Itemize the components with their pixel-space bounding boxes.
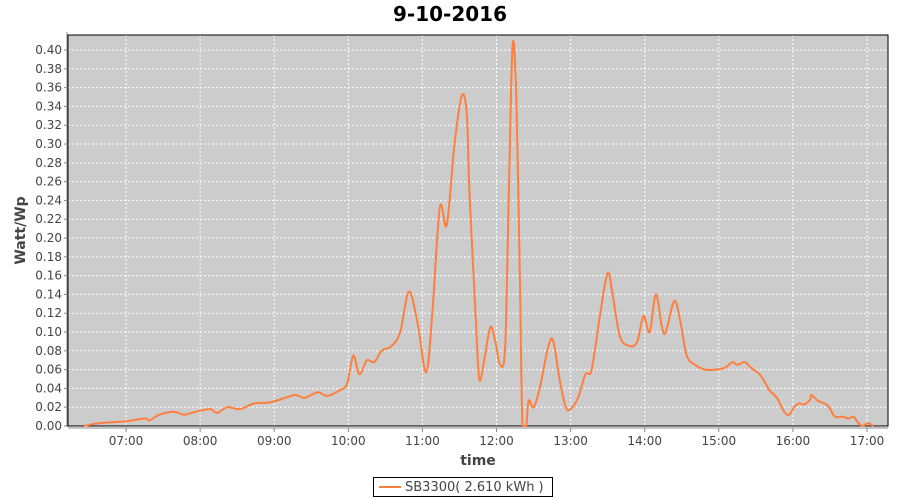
y-tick-label: 0.10 <box>35 325 62 339</box>
x-tick-label: 16:00 <box>776 434 811 448</box>
x-tick-label: 15:00 <box>702 434 737 448</box>
y-tick-label: 0.14 <box>35 287 62 301</box>
y-tick-label: 0.04 <box>35 381 62 395</box>
chart-title: 9-10-2016 <box>392 2 507 26</box>
legend: SB3300( 2.610 kWh ) <box>373 477 553 497</box>
y-tick-label: 0.40 <box>35 43 62 57</box>
y-tick-label: 0.06 <box>35 363 62 377</box>
y-tick-label: 0.36 <box>35 81 62 95</box>
x-tick-label: 17:00 <box>850 434 885 448</box>
y-tick-label: 0.08 <box>35 344 62 358</box>
y-tick-label: 0.18 <box>35 250 62 264</box>
x-tick-label: 07:00 <box>109 434 144 448</box>
x-tick-label: 09:00 <box>257 434 292 448</box>
x-tick-label: 13:00 <box>553 434 588 448</box>
y-tick-label: 0.24 <box>35 193 62 207</box>
y-tick-label: 0.30 <box>35 137 62 151</box>
legend-swatch <box>379 486 401 488</box>
x-axis-label: time <box>460 453 496 469</box>
y-tick-label: 0.22 <box>35 212 62 226</box>
x-tick-label: 12:00 <box>479 434 514 448</box>
legend-label: SB3300( 2.610 kWh ) <box>405 479 544 495</box>
x-tick-label: 10:00 <box>331 434 366 448</box>
y-tick-label: 0.28 <box>35 156 62 170</box>
y-tick-label: 0.20 <box>35 231 62 245</box>
plot-border <box>67 34 889 427</box>
y-tick-label: 0.00 <box>35 419 62 433</box>
y-tick-label: 0.16 <box>35 269 62 283</box>
y-tick-label: 0.12 <box>35 306 62 320</box>
y-tick-label: 0.02 <box>35 400 62 414</box>
y-tick-label: 0.32 <box>35 118 62 132</box>
y-tick-label: 0.34 <box>35 99 62 113</box>
x-tick-label: 08:00 <box>183 434 218 448</box>
x-tick-label: 11:00 <box>405 434 440 448</box>
x-tick-label: 14:00 <box>627 434 662 448</box>
y-tick-label: 0.38 <box>35 62 62 76</box>
y-axis-label: Watt/Wp <box>13 196 29 264</box>
y-tick-label: 0.26 <box>35 175 62 189</box>
series-line <box>83 39 874 428</box>
